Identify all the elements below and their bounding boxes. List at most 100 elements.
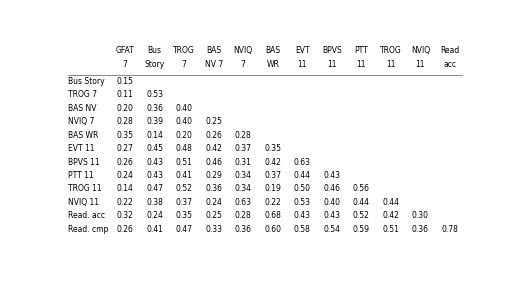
Text: 0.34: 0.34 <box>235 184 252 193</box>
Text: BAS WR: BAS WR <box>68 131 99 140</box>
Text: 11: 11 <box>386 60 396 69</box>
Text: TROG 7: TROG 7 <box>68 90 97 99</box>
Text: 0.53: 0.53 <box>146 90 163 99</box>
Text: 0.41: 0.41 <box>146 225 163 234</box>
Text: 0.43: 0.43 <box>146 158 163 167</box>
Text: 0.28: 0.28 <box>117 117 133 126</box>
Text: 0.53: 0.53 <box>294 198 311 207</box>
Text: 0.44: 0.44 <box>294 171 311 180</box>
Text: 0.43: 0.43 <box>294 211 311 220</box>
Text: 0.63: 0.63 <box>235 198 252 207</box>
Text: 11: 11 <box>327 60 336 69</box>
Text: 0.46: 0.46 <box>323 184 340 193</box>
Text: 0.26: 0.26 <box>116 158 133 167</box>
Text: 0.22: 0.22 <box>264 198 281 207</box>
Text: 0.15: 0.15 <box>116 77 133 86</box>
Text: EVT 11: EVT 11 <box>68 144 95 153</box>
Text: 0.20: 0.20 <box>116 104 133 113</box>
Text: 11: 11 <box>298 60 307 69</box>
Text: 0.27: 0.27 <box>116 144 133 153</box>
Text: 0.47: 0.47 <box>146 184 163 193</box>
Text: 0.46: 0.46 <box>205 158 222 167</box>
Text: 0.37: 0.37 <box>235 144 252 153</box>
Text: 0.47: 0.47 <box>176 225 193 234</box>
Text: 11: 11 <box>416 60 425 69</box>
Text: 0.28: 0.28 <box>235 211 251 220</box>
Text: 0.34: 0.34 <box>235 171 252 180</box>
Text: 0.36: 0.36 <box>205 184 222 193</box>
Text: 7: 7 <box>241 60 246 69</box>
Text: 0.63: 0.63 <box>294 158 311 167</box>
Text: 0.43: 0.43 <box>323 211 340 220</box>
Text: 0.45: 0.45 <box>146 144 163 153</box>
Text: 0.41: 0.41 <box>176 171 193 180</box>
Text: Read. acc: Read. acc <box>68 211 106 220</box>
Text: Story: Story <box>144 60 165 69</box>
Text: 0.22: 0.22 <box>117 198 133 207</box>
Text: TROG 11: TROG 11 <box>68 184 102 193</box>
Text: 0.42: 0.42 <box>205 144 222 153</box>
Text: 0.33: 0.33 <box>205 225 222 234</box>
Text: 0.52: 0.52 <box>176 184 193 193</box>
Text: 0.29: 0.29 <box>205 171 222 180</box>
Text: NVIQ: NVIQ <box>234 46 253 55</box>
Text: 0.52: 0.52 <box>353 211 370 220</box>
Text: NVIQ 11: NVIQ 11 <box>68 198 99 207</box>
Text: 0.14: 0.14 <box>146 131 163 140</box>
Text: 0.51: 0.51 <box>383 225 399 234</box>
Text: PTT 11: PTT 11 <box>68 171 94 180</box>
Text: 0.38: 0.38 <box>146 198 163 207</box>
Text: 0.35: 0.35 <box>176 211 193 220</box>
Text: NV 7: NV 7 <box>204 60 223 69</box>
Text: 11: 11 <box>356 60 366 69</box>
Text: TROG: TROG <box>173 46 195 55</box>
Text: 0.50: 0.50 <box>294 184 311 193</box>
Text: 0.39: 0.39 <box>146 117 163 126</box>
Text: 0.26: 0.26 <box>205 131 222 140</box>
Text: Bus: Bus <box>148 46 162 55</box>
Text: PTT: PTT <box>354 46 368 55</box>
Text: 7: 7 <box>182 60 186 69</box>
Text: NVIQ: NVIQ <box>411 46 430 55</box>
Text: 0.44: 0.44 <box>382 198 399 207</box>
Text: 0.28: 0.28 <box>235 131 251 140</box>
Text: 0.78: 0.78 <box>441 225 458 234</box>
Text: 0.26: 0.26 <box>116 225 133 234</box>
Text: 0.48: 0.48 <box>176 144 193 153</box>
Text: Read: Read <box>440 46 459 55</box>
Text: BAS NV: BAS NV <box>68 104 97 113</box>
Text: 0.14: 0.14 <box>116 184 133 193</box>
Text: 0.31: 0.31 <box>235 158 252 167</box>
Text: BPVS: BPVS <box>322 46 341 55</box>
Text: NVIQ 7: NVIQ 7 <box>68 117 95 126</box>
Text: EVT: EVT <box>295 46 310 55</box>
Text: 0.37: 0.37 <box>176 198 193 207</box>
Text: 0.24: 0.24 <box>205 198 222 207</box>
Text: 0.20: 0.20 <box>176 131 193 140</box>
Text: 0.36: 0.36 <box>235 225 252 234</box>
Text: 7: 7 <box>123 60 128 69</box>
Text: BAS: BAS <box>265 46 280 55</box>
Text: 0.30: 0.30 <box>412 211 429 220</box>
Text: 0.56: 0.56 <box>353 184 370 193</box>
Text: 0.36: 0.36 <box>412 225 429 234</box>
Text: 0.42: 0.42 <box>383 211 399 220</box>
Text: 0.25: 0.25 <box>205 211 222 220</box>
Text: 0.24: 0.24 <box>146 211 163 220</box>
Text: 0.54: 0.54 <box>323 225 340 234</box>
Text: BAS: BAS <box>206 46 221 55</box>
Text: 0.25: 0.25 <box>205 117 222 126</box>
Text: 0.58: 0.58 <box>294 225 311 234</box>
Text: 0.43: 0.43 <box>323 171 340 180</box>
Text: 0.35: 0.35 <box>116 131 133 140</box>
Text: 0.40: 0.40 <box>176 104 193 113</box>
Text: 0.32: 0.32 <box>116 211 133 220</box>
Text: 0.11: 0.11 <box>117 90 133 99</box>
Text: 0.42: 0.42 <box>264 158 281 167</box>
Text: 0.60: 0.60 <box>264 225 281 234</box>
Text: 0.40: 0.40 <box>176 117 193 126</box>
Text: acc: acc <box>443 60 456 69</box>
Text: Bus Story: Bus Story <box>68 77 105 86</box>
Text: 0.40: 0.40 <box>323 198 340 207</box>
Text: 0.19: 0.19 <box>264 184 281 193</box>
